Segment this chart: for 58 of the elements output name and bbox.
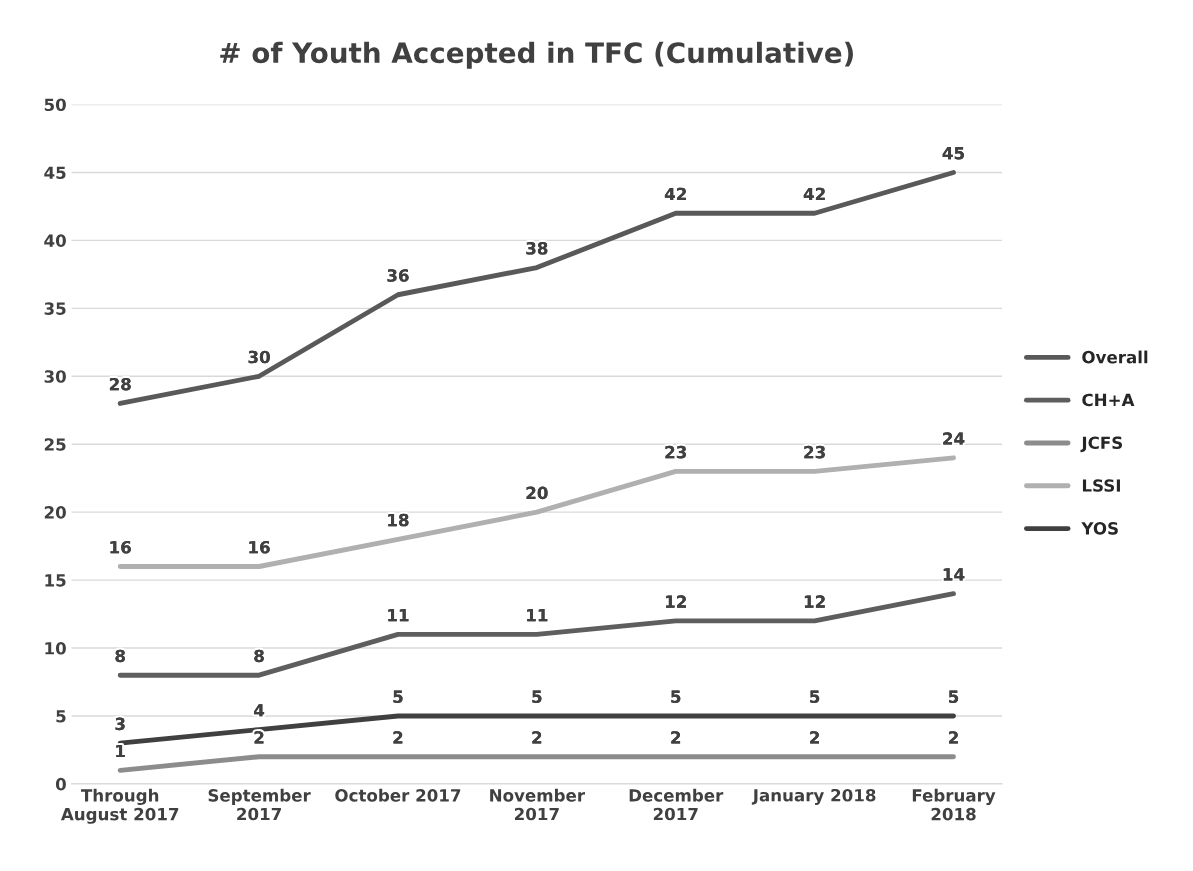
data-label: 2 (810, 731, 819, 744)
y-tick-label: 5 (56, 710, 66, 723)
legend-label: CH+A (1082, 393, 1135, 407)
data-label: 5 (949, 690, 959, 704)
data-label: 23 (804, 445, 825, 459)
data-label: 23 (665, 445, 687, 459)
data-label: 24 (943, 432, 965, 445)
data-label: 5 (532, 690, 542, 704)
data-label: 42 (803, 187, 825, 201)
y-tick-label: 25 (44, 438, 66, 451)
x-tick-label: December 2017 (629, 788, 724, 821)
data-label: 2 (254, 731, 264, 744)
y-tick-label: 15 (45, 574, 66, 587)
x-tick-label: October 2017 (335, 788, 461, 802)
y-tick-label: 45 (44, 166, 66, 180)
y-tick-label: 10 (45, 641, 66, 655)
data-label: 18 (388, 513, 409, 527)
y-tick-label: 40 (44, 234, 66, 247)
y-tick-label: 20 (44, 506, 66, 519)
data-label: 1 (116, 744, 125, 758)
x-tick-label: January 2018 (751, 788, 876, 805)
data-label: 30 (248, 350, 270, 364)
data-label: 16 (249, 540, 270, 554)
line-series (117, 591, 956, 678)
data-label: 2 (393, 731, 403, 744)
y-tick-label: 30 (44, 370, 66, 383)
y-tick-label: 35 (44, 302, 66, 315)
data-label: 38 (526, 242, 548, 255)
y-tick-label: 50 (44, 98, 66, 112)
data-label: 42 (664, 187, 686, 201)
data-label: 2 (949, 731, 958, 744)
data-label: 11 (527, 609, 548, 622)
data-label: 45 (942, 147, 964, 160)
data-label: 4 (254, 704, 265, 717)
data-label: 14 (943, 568, 965, 581)
data-label: 2 (532, 731, 542, 744)
chart-title: # of Youth Accepted in TFC (Cumulative) (220, 41, 853, 69)
data-label: 36 (387, 269, 409, 282)
data-label: 16 (110, 540, 131, 554)
legend-label: YOS (1081, 522, 1118, 535)
x-tick-label: February 2018 (912, 788, 996, 821)
data-label: 12 (804, 595, 825, 608)
legend-label: JCFS (1080, 436, 1123, 453)
data-label: 12 (666, 595, 686, 608)
data-label: 2 (671, 731, 681, 744)
data-label: 5 (671, 690, 681, 704)
legend-label: Overall (1082, 350, 1148, 364)
data-label: 5 (393, 690, 403, 704)
data-label: 5 (810, 690, 820, 704)
data-label: 20 (526, 486, 548, 500)
data-label: 3 (115, 717, 125, 731)
data-label: 8 (115, 649, 125, 663)
data-label: 11 (388, 609, 409, 622)
data-label: 8 (254, 649, 264, 663)
legend-label: LSSI (1082, 479, 1120, 492)
x-tick-label: September 2017 (208, 788, 311, 821)
data-label: 28 (109, 377, 131, 391)
x-tick-label: November 2017 (490, 788, 585, 821)
